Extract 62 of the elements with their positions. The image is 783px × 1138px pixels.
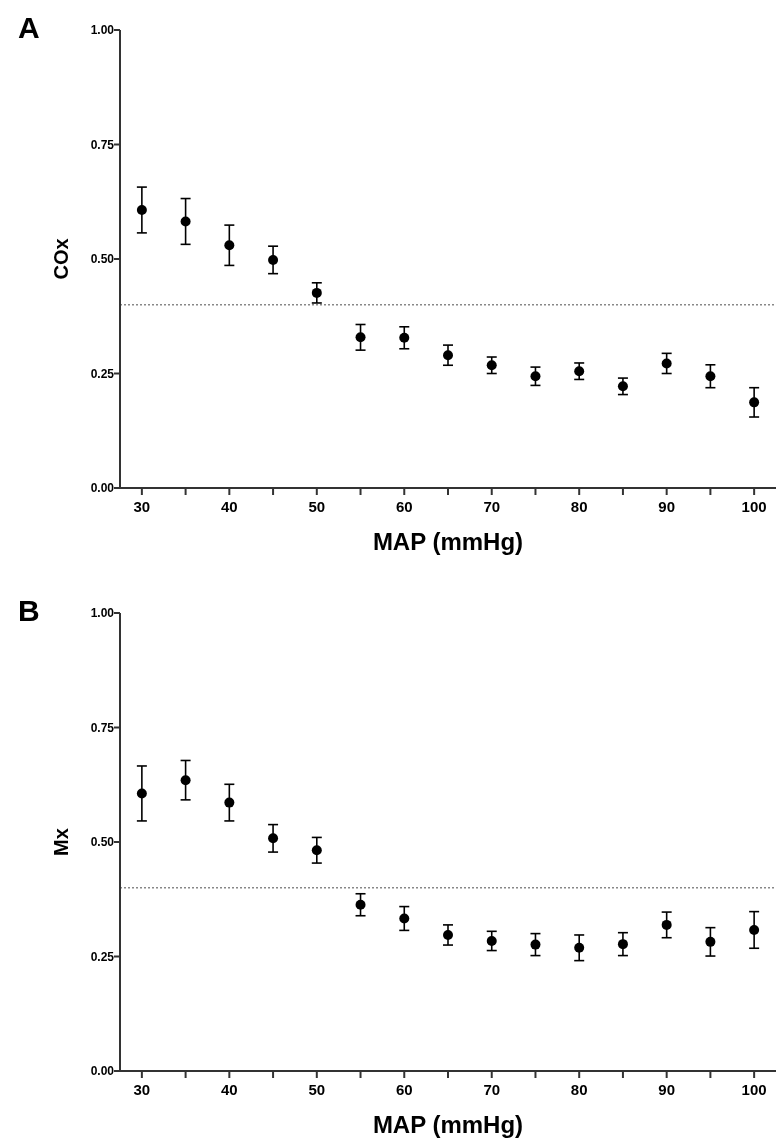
point xyxy=(749,397,760,408)
x-tick-label: 100 xyxy=(741,498,767,515)
y-tick-label: 0.00 xyxy=(90,481,115,496)
x-tick-label: 30 xyxy=(133,498,151,515)
point xyxy=(749,924,760,935)
point xyxy=(311,845,322,856)
point xyxy=(617,939,628,950)
point xyxy=(661,919,672,930)
point xyxy=(136,204,147,215)
x-tick-label: 70 xyxy=(483,1081,501,1098)
point xyxy=(705,371,716,382)
x-tick-label: 60 xyxy=(395,498,413,515)
point xyxy=(399,332,410,343)
y-tick-label: 1.00 xyxy=(90,23,115,38)
point xyxy=(136,788,147,799)
y-tick-label: 1.00 xyxy=(90,606,115,621)
point xyxy=(574,366,585,377)
y-tick-label: 0.75 xyxy=(90,137,115,152)
x-axis-title: MAP (mmHg) xyxy=(372,528,524,555)
point xyxy=(311,287,322,298)
y-tick-label: 0.75 xyxy=(90,720,115,735)
point xyxy=(443,929,453,940)
y-tick-label: 0.25 xyxy=(90,366,115,381)
point xyxy=(486,935,497,946)
point xyxy=(661,358,672,369)
point xyxy=(574,942,585,953)
x-tick-label: 90 xyxy=(658,498,676,515)
x-tick-label: 40 xyxy=(220,1081,238,1098)
point xyxy=(268,833,279,844)
x-tick-label: 60 xyxy=(395,1081,413,1098)
x-tick-label: 30 xyxy=(133,1081,151,1098)
point xyxy=(486,360,497,371)
x-tick-label: 80 xyxy=(570,1081,588,1098)
x-tick-label: 40 xyxy=(220,498,238,515)
x-tick-label: 90 xyxy=(658,1081,676,1098)
point xyxy=(180,775,191,786)
x-tick-label: 70 xyxy=(483,498,501,515)
point xyxy=(617,381,628,392)
chart-title: A xyxy=(18,11,40,44)
point xyxy=(180,216,191,227)
y-axis-title: Mx xyxy=(50,828,72,856)
point xyxy=(530,371,541,382)
point xyxy=(530,939,541,950)
point xyxy=(355,332,366,343)
point xyxy=(224,797,235,808)
x-axis-title: MAP (mmHg) xyxy=(372,1111,524,1138)
point xyxy=(705,936,716,947)
y-tick-label: 0.50 xyxy=(90,835,115,850)
chart-title: B xyxy=(18,594,40,627)
point xyxy=(399,913,410,924)
x-tick-label: 50 xyxy=(308,1081,326,1098)
y-tick-label: 0.50 xyxy=(90,252,115,267)
x-tick-label: 80 xyxy=(570,498,588,515)
x-tick-label: 50 xyxy=(308,498,326,515)
point xyxy=(355,899,366,910)
point xyxy=(268,254,279,265)
x-tick-label: 100 xyxy=(741,1081,767,1098)
y-tick-label: 0.25 xyxy=(90,949,115,964)
point xyxy=(224,240,235,251)
point xyxy=(443,350,453,361)
y-axis-title: COx xyxy=(50,238,72,280)
y-tick-label: 0.00 xyxy=(90,1064,115,1079)
